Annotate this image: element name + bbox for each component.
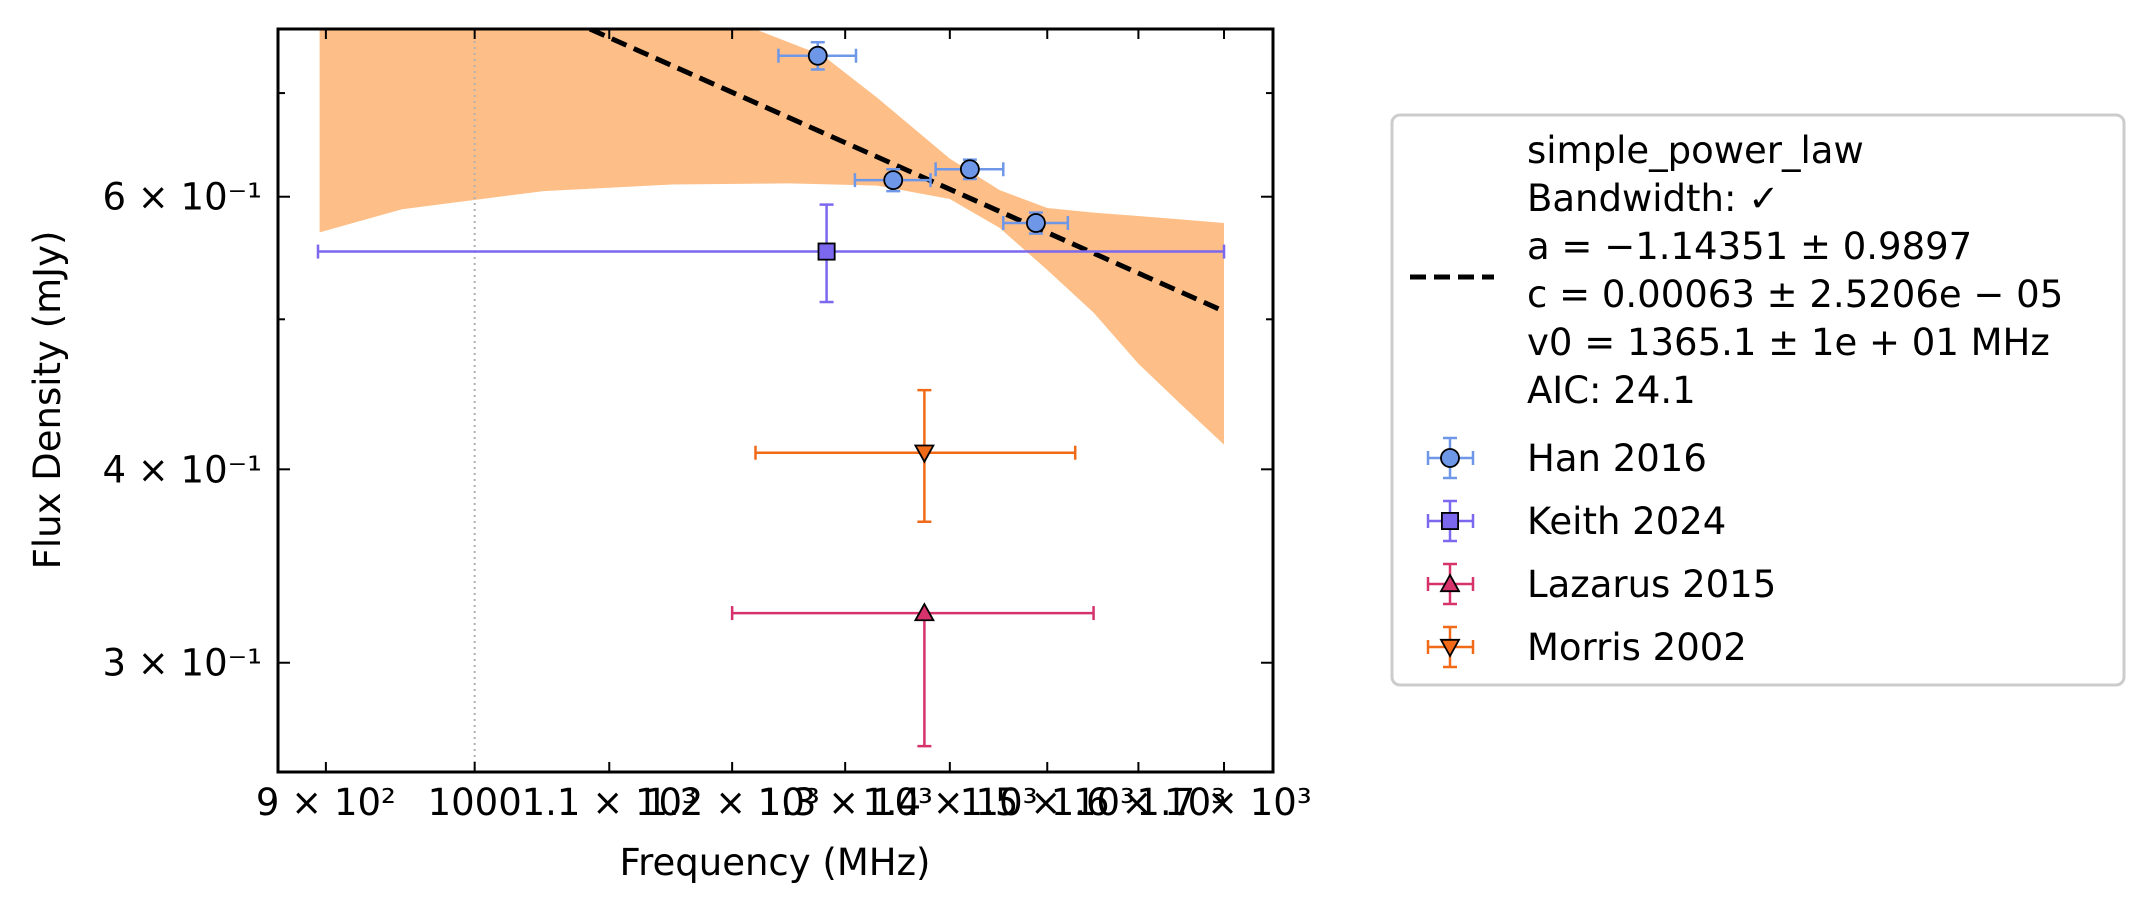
series-morris-2002 [754, 388, 1077, 523]
x-axis-label: Frequency (MHz) [620, 841, 931, 884]
y-tick-label: 3 × 10⁻¹ [102, 642, 262, 685]
y-axis-label: Flux Density (mJy) [26, 231, 69, 570]
data-point [853, 168, 932, 193]
legend-fit-label-line: c = 0.00063 ± 2.5206e − 05 [1527, 273, 2063, 316]
legend-label: Keith 2024 [1527, 500, 1726, 543]
legend-entry: Han 2016 [1426, 436, 1707, 480]
x-tick-label: 9 × 10² [256, 781, 396, 824]
x-tick-label: 1.5 × 10³ [960, 781, 1135, 824]
legend-fit-label-line: simple_power_law [1527, 129, 1864, 172]
data-point-marker [1439, 638, 1461, 658]
legend-entry: Lazarus 2015 [1426, 562, 1776, 606]
legend-fit-label-line: Bandwidth: ✓ [1527, 177, 1779, 220]
fit-confidence-band [319, 29, 1224, 445]
y-tick-label: 6 × 10⁻¹ [102, 176, 262, 219]
data-point-marker [817, 242, 836, 261]
legend-fit-label-line: a = −1.14351 ± 0.9897 [1527, 225, 1972, 268]
data-point [934, 158, 1005, 181]
legend-entry-fit: simple_power_law Bandwidth: ✓ a = −1.14351… [1410, 129, 2063, 412]
data-point [777, 40, 858, 71]
legend-label: Morris 2002 [1527, 626, 1747, 669]
data-point-marker [1439, 573, 1461, 593]
x-tick-label: 1.4 × 10³ [862, 781, 1037, 824]
x-tick-label: 1.1 × 10³ [522, 781, 697, 824]
legend-label: Han 2016 [1527, 437, 1707, 480]
data-point [316, 203, 1226, 304]
legend-box [1390, 113, 2126, 687]
legend-entry: Keith 2024 [1426, 499, 1726, 543]
data-point-marker [1026, 213, 1046, 233]
x-tick-label: 1.2 × 10³ [644, 781, 819, 824]
data-point-marker [913, 444, 935, 464]
fit-line [588, 29, 1226, 314]
y-tick-label: 4 × 10⁻¹ [102, 448, 262, 491]
data-point-marker [1441, 512, 1460, 531]
legend-fit-label-line: v0 = 1365.1 ± 1e + 01 MHz [1527, 321, 2050, 364]
plot-frame [276, 27, 1275, 774]
data-point [730, 602, 1095, 748]
legend-entry: Morris 2002 [1426, 625, 1747, 669]
data-point [1002, 211, 1070, 235]
series-keith-2024 [316, 203, 1226, 304]
x-tick-label: 1.3 × 10³ [758, 781, 933, 824]
data-point-marker [913, 602, 935, 622]
series-lazarus-2015 [730, 602, 1095, 748]
series-han-2016 [777, 40, 1070, 235]
data-point-marker [807, 45, 828, 66]
legend: simple_power_law Bandwidth: ✓ a = −1.14351… [1390, 113, 2126, 687]
data-point [754, 388, 1077, 523]
x-tick-label: 1.7 × 10³ [1136, 781, 1311, 824]
x-tick-label: 1000 [428, 781, 522, 824]
data-point-marker [959, 159, 980, 180]
data-point-marker [883, 170, 904, 191]
x-tick-label: 1.6 × 10³ [1051, 781, 1226, 824]
legend-label: Lazarus 2015 [1527, 563, 1776, 606]
legend-fit-label-line: AIC: 24.1 [1527, 369, 1696, 412]
data-point-marker [1440, 448, 1460, 468]
